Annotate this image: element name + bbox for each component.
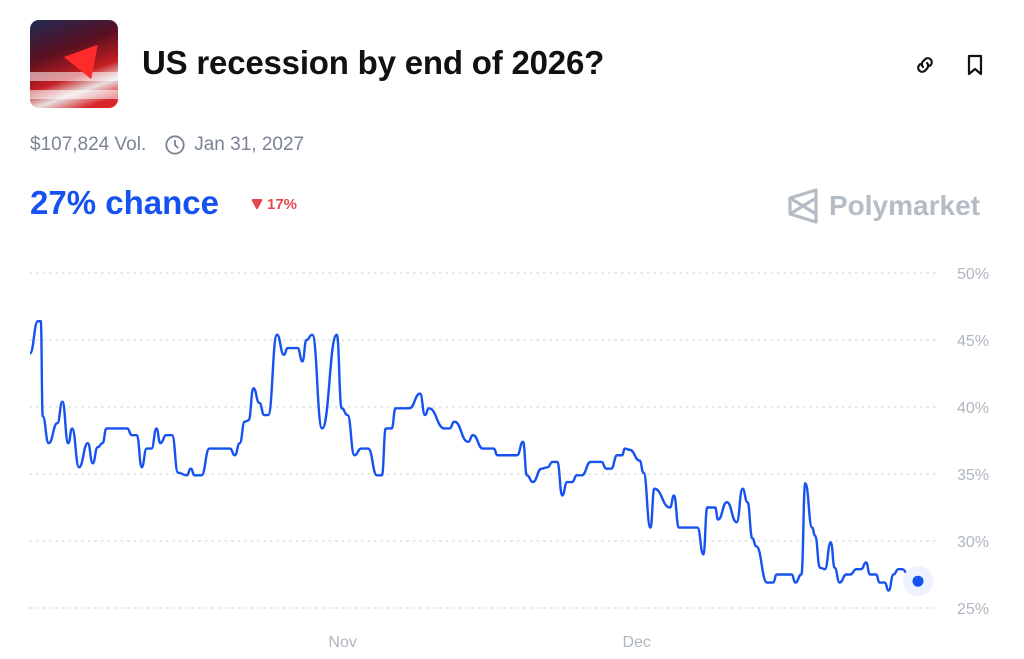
clock-icon <box>164 134 186 156</box>
price-chart[interactable]: 50% 45% 40% 35% 30% 25% Nov Dec <box>0 250 1024 659</box>
end-date-text: Jan 31, 2027 <box>194 134 305 155</box>
bookmark-icon <box>967 54 983 76</box>
x-tick-label: Nov <box>328 634 356 651</box>
y-tick-label: 50% <box>957 266 989 283</box>
copy-link-button[interactable] <box>912 52 938 78</box>
last-point-marker <box>912 575 924 587</box>
polymarket-brand: Polymarket <box>787 188 980 224</box>
y-tick-label: 30% <box>957 534 989 551</box>
market-thumbnail <box>30 20 118 108</box>
series-line <box>28 320 919 592</box>
y-tick-label: 40% <box>957 400 989 417</box>
triangle-down-icon <box>251 199 263 210</box>
market-meta: $107,824 Vol. Jan 31, 2027 <box>30 134 304 156</box>
y-tick-label: 25% <box>957 601 989 618</box>
change-value: 17% <box>267 196 298 213</box>
y-tick-label: 35% <box>957 467 989 484</box>
polymarket-logo-icon <box>788 188 818 224</box>
market-title: US recession by end of 2026? <box>142 44 605 81</box>
volume-text: $107,824 Vol. <box>30 134 147 155</box>
x-tick-label: Dec <box>622 634 650 651</box>
brand-name: Polymarket <box>829 190 980 221</box>
bookmark-button[interactable] <box>962 52 988 78</box>
link-icon <box>917 57 933 73</box>
y-tick-label: 45% <box>957 333 989 350</box>
change-badge: 17% <box>251 196 297 213</box>
chance-value: 27% chance <box>30 184 219 221</box>
